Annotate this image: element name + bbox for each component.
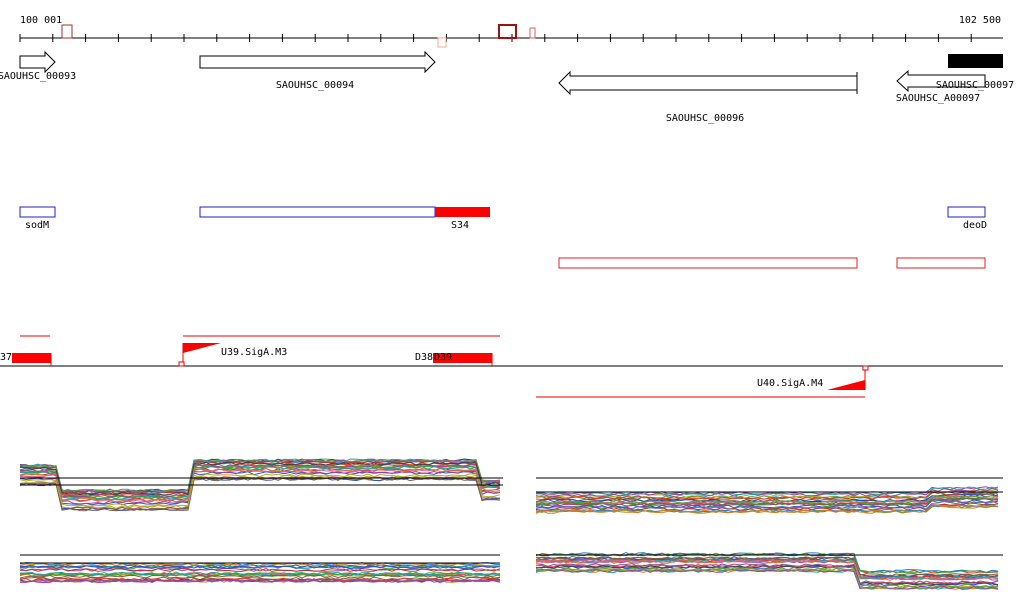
gene-arrow bbox=[558, 70, 858, 96]
expression-trace bbox=[19, 471, 501, 506]
expression-profiles bbox=[19, 458, 1003, 590]
feature-box bbox=[19, 206, 56, 218]
expression-trace bbox=[19, 565, 501, 570]
gene-label: SAOUHSC_00093 bbox=[0, 71, 76, 82]
segment-label: 37 bbox=[0, 352, 12, 363]
feature-box bbox=[199, 206, 436, 218]
feature-label: sodM bbox=[25, 220, 49, 231]
expression-trace bbox=[19, 571, 501, 576]
gene-label: SAOUHSC_00094 bbox=[276, 80, 354, 91]
promoter-flag bbox=[827, 380, 865, 390]
expression-trace bbox=[19, 473, 501, 508]
expression-trace bbox=[535, 568, 999, 590]
segment-label: D39 bbox=[434, 352, 452, 363]
expression-trace bbox=[19, 476, 501, 511]
axis-end: 102 500 bbox=[959, 15, 1001, 26]
expression-trace bbox=[19, 574, 501, 579]
gene-arrow bbox=[199, 50, 436, 74]
expression-trace bbox=[535, 559, 999, 581]
expression-trace bbox=[535, 486, 999, 496]
gene-box bbox=[948, 54, 1003, 68]
marker bbox=[498, 24, 517, 39]
feature-label: deoD bbox=[963, 220, 987, 231]
expression-trace bbox=[20, 461, 501, 496]
segment-label: D38 bbox=[415, 352, 433, 363]
expression-trace bbox=[535, 496, 999, 506]
segment-box bbox=[12, 353, 51, 363]
marker bbox=[178, 361, 185, 367]
feature-label: S34 bbox=[451, 220, 469, 231]
expression-trace bbox=[535, 563, 999, 585]
gene-label: SAOUHSC_A00097 bbox=[896, 93, 980, 104]
marker bbox=[529, 27, 536, 39]
expression-trace bbox=[535, 564, 999, 586]
expression-trace bbox=[535, 491, 999, 501]
promoter-flag bbox=[183, 343, 221, 353]
expression-trace bbox=[535, 555, 999, 577]
expression-trace bbox=[19, 463, 500, 498]
expression-trace bbox=[19, 468, 501, 503]
expression-trace bbox=[19, 465, 501, 500]
expression-trace bbox=[535, 504, 999, 514]
feature-box bbox=[435, 207, 490, 217]
segment-label: U39.SigA.M3 bbox=[221, 347, 287, 358]
segment-box bbox=[433, 353, 492, 363]
expression-trace bbox=[535, 559, 999, 580]
marker bbox=[437, 37, 447, 48]
feature-box bbox=[896, 257, 986, 269]
gene-label: SAOUHSC_00097 bbox=[936, 80, 1014, 91]
expression-trace bbox=[535, 500, 999, 510]
feature-box bbox=[947, 206, 986, 218]
axis-start: 100 001 bbox=[20, 15, 62, 26]
expression-trace bbox=[535, 502, 999, 511]
expression-trace bbox=[19, 567, 501, 572]
marker bbox=[61, 24, 73, 39]
segment-label: U40.SigA.M4 bbox=[757, 378, 823, 389]
gene-arrow bbox=[19, 50, 56, 74]
expression-trace bbox=[19, 458, 501, 493]
gene-arrow bbox=[896, 69, 986, 93]
expression-trace bbox=[535, 495, 999, 504]
gene-label: SAOUHSC_00096 bbox=[666, 113, 744, 124]
feature-box bbox=[558, 257, 858, 269]
expression-trace bbox=[20, 579, 501, 584]
expression-trace bbox=[19, 578, 501, 583]
expression-trace bbox=[535, 566, 999, 588]
expression-trace bbox=[19, 578, 501, 583]
marker bbox=[862, 365, 869, 371]
